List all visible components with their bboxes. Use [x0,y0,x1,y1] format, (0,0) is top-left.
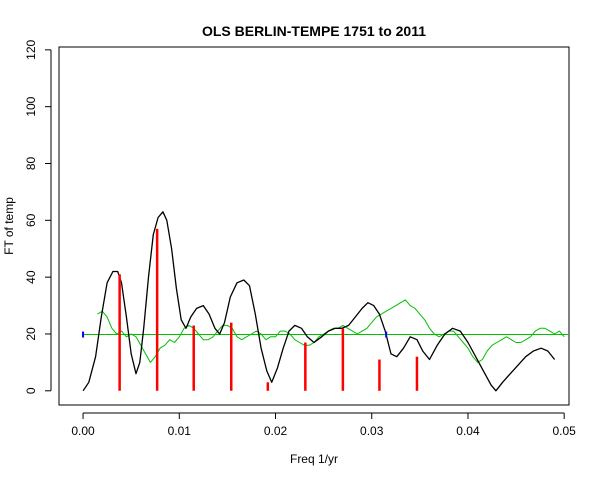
x-tick-label: 0.00 [71,424,95,438]
peak-marker-layer [118,228,419,391]
series-layer [82,211,569,392]
endpoint-marker-layer [82,331,388,338]
x-tick-label: 0.03 [360,424,384,438]
x-tick-label: 0.04 [456,424,480,438]
y-tick-label: 100 [24,96,38,116]
y-tick-label: 20 [24,327,38,341]
y-axis-title: FT of temp [2,197,16,255]
y-tick-label: 40 [24,270,38,284]
chart-title: OLS BERLIN-TEMPE 1751 to 2011 [202,23,426,39]
y-axis: 0 20 40 60 80 100 120 [24,40,52,394]
x-tick-label: 0.05 [553,424,577,438]
x-axis-title: Freq 1/yr [290,452,338,466]
noise-series-line [97,299,565,363]
y-tick-label: 80 [24,156,38,170]
x-axis: 0.00 0.01 0.02 0.03 0.04 0.05 [71,412,577,438]
x-tick-label: 0.01 [168,424,192,438]
spectrum-series-line [82,211,556,392]
plot-area [58,46,570,406]
x-tick-label: 0.02 [264,424,288,438]
y-tick-label: 120 [24,40,38,60]
y-tick-label: 0 [24,387,38,394]
y-tick-label: 60 [24,213,38,227]
